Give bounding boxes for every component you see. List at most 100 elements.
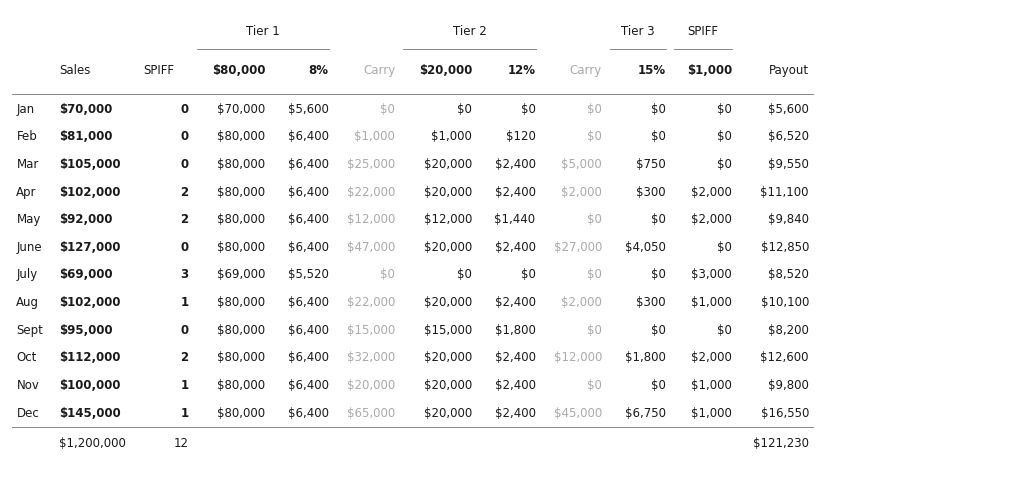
Text: $1,000: $1,000 xyxy=(354,130,395,143)
Text: $32,000: $32,000 xyxy=(347,351,395,363)
Text: $6,520: $6,520 xyxy=(768,130,809,143)
Text: $112,000: $112,000 xyxy=(59,351,121,363)
Text: $69,000: $69,000 xyxy=(59,268,113,281)
Text: Payout: Payout xyxy=(769,64,809,76)
Text: Sales: Sales xyxy=(59,64,91,76)
Text: $0: $0 xyxy=(717,103,732,115)
Text: $0: $0 xyxy=(650,213,666,226)
Text: $11,100: $11,100 xyxy=(761,185,809,198)
Text: $27,000: $27,000 xyxy=(554,241,602,253)
Text: SPIFF: SPIFF xyxy=(687,25,719,38)
Text: $2,400: $2,400 xyxy=(495,185,536,198)
Text: $12,600: $12,600 xyxy=(761,351,809,363)
Text: $6,400: $6,400 xyxy=(288,351,329,363)
Text: $95,000: $95,000 xyxy=(59,323,113,336)
Text: $2,400: $2,400 xyxy=(495,351,536,363)
Text: $6,400: $6,400 xyxy=(288,406,329,419)
Text: $0: $0 xyxy=(717,241,732,253)
Text: $2,400: $2,400 xyxy=(495,296,536,308)
Text: $100,000: $100,000 xyxy=(59,378,121,391)
Text: $20,000: $20,000 xyxy=(424,351,472,363)
Text: $47,000: $47,000 xyxy=(347,241,395,253)
Text: $0: $0 xyxy=(587,213,602,226)
Text: Aug: Aug xyxy=(16,296,39,308)
Text: Dec: Dec xyxy=(16,406,39,419)
Text: June: June xyxy=(16,241,42,253)
Text: $80,000: $80,000 xyxy=(217,213,265,226)
Text: May: May xyxy=(16,213,41,226)
Text: $80,000: $80,000 xyxy=(217,296,265,308)
Text: $102,000: $102,000 xyxy=(59,296,121,308)
Text: $20,000: $20,000 xyxy=(347,378,395,391)
Text: $0: $0 xyxy=(520,103,536,115)
Text: $121,230: $121,230 xyxy=(753,436,809,449)
Text: $2,400: $2,400 xyxy=(495,406,536,419)
Text: Nov: Nov xyxy=(16,378,39,391)
Text: 0: 0 xyxy=(180,130,188,143)
Text: $0: $0 xyxy=(457,103,472,115)
Text: $1,000: $1,000 xyxy=(687,64,732,76)
Text: $300: $300 xyxy=(636,185,666,198)
Text: $6,400: $6,400 xyxy=(288,296,329,308)
Text: 8%: 8% xyxy=(308,64,329,76)
Text: Jan: Jan xyxy=(16,103,35,115)
Text: $0: $0 xyxy=(650,323,666,336)
Text: 0: 0 xyxy=(180,158,188,170)
Text: $10,100: $10,100 xyxy=(761,296,809,308)
Text: $15,000: $15,000 xyxy=(347,323,395,336)
Text: $0: $0 xyxy=(587,103,602,115)
Text: $20,000: $20,000 xyxy=(424,378,472,391)
Text: $0: $0 xyxy=(717,158,732,170)
Text: $80,000: $80,000 xyxy=(217,185,265,198)
Text: $65,000: $65,000 xyxy=(347,406,395,419)
Text: $0: $0 xyxy=(650,378,666,391)
Text: $80,000: $80,000 xyxy=(217,241,265,253)
Text: $81,000: $81,000 xyxy=(59,130,113,143)
Text: 0: 0 xyxy=(180,241,188,253)
Text: $0: $0 xyxy=(650,268,666,281)
Text: $145,000: $145,000 xyxy=(59,406,121,419)
Text: $0: $0 xyxy=(380,268,395,281)
Text: Carry: Carry xyxy=(364,64,395,76)
Text: $80,000: $80,000 xyxy=(217,378,265,391)
Text: $0: $0 xyxy=(457,268,472,281)
Text: SPIFF: SPIFF xyxy=(143,64,174,76)
Text: $22,000: $22,000 xyxy=(347,185,395,198)
Text: $70,000: $70,000 xyxy=(59,103,113,115)
Text: 1: 1 xyxy=(180,296,188,308)
Text: $80,000: $80,000 xyxy=(212,64,265,76)
Text: $0: $0 xyxy=(587,378,602,391)
Text: $0: $0 xyxy=(380,103,395,115)
Text: $5,000: $5,000 xyxy=(561,158,602,170)
Text: $80,000: $80,000 xyxy=(217,130,265,143)
Text: Oct: Oct xyxy=(16,351,37,363)
Text: $2,400: $2,400 xyxy=(495,158,536,170)
Text: $20,000: $20,000 xyxy=(424,158,472,170)
Text: 1: 1 xyxy=(180,378,188,391)
Text: $1,000: $1,000 xyxy=(691,406,732,419)
Text: $12,000: $12,000 xyxy=(424,213,472,226)
Text: $105,000: $105,000 xyxy=(59,158,121,170)
Text: 0: 0 xyxy=(180,323,188,336)
Text: $2,400: $2,400 xyxy=(495,241,536,253)
Text: 15%: 15% xyxy=(638,64,666,76)
Text: $6,400: $6,400 xyxy=(288,241,329,253)
Text: 12%: 12% xyxy=(508,64,536,76)
Text: $20,000: $20,000 xyxy=(424,296,472,308)
Text: $2,000: $2,000 xyxy=(691,351,732,363)
Text: $2,000: $2,000 xyxy=(561,185,602,198)
Text: Sept: Sept xyxy=(16,323,43,336)
Text: Tier 1: Tier 1 xyxy=(246,25,280,38)
Text: $5,520: $5,520 xyxy=(288,268,329,281)
Text: $1,000: $1,000 xyxy=(691,378,732,391)
Text: $3,000: $3,000 xyxy=(691,268,732,281)
Text: $69,000: $69,000 xyxy=(217,268,265,281)
Text: $80,000: $80,000 xyxy=(217,406,265,419)
Text: $70,000: $70,000 xyxy=(217,103,265,115)
Text: $300: $300 xyxy=(636,296,666,308)
Text: Feb: Feb xyxy=(16,130,37,143)
Text: $2,400: $2,400 xyxy=(495,378,536,391)
Text: $80,000: $80,000 xyxy=(217,351,265,363)
Text: 2: 2 xyxy=(180,351,188,363)
Text: $1,200,000: $1,200,000 xyxy=(59,436,126,449)
